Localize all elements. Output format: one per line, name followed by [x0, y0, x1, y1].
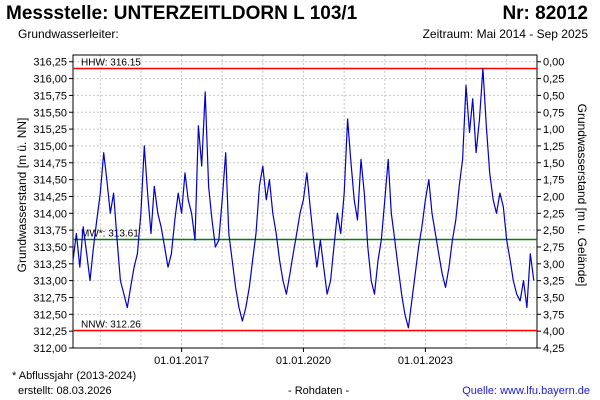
raw-data-note: - Rohdaten -	[288, 385, 350, 397]
page-title: Messstelle: UNTERZEITLDORN L 103/1	[6, 3, 358, 24]
plot-frame	[72, 54, 538, 349]
y2-tick-label: 2,75	[543, 242, 564, 254]
y-tick-label: 312,75	[33, 292, 67, 304]
y2-tick-label: 2,25	[543, 208, 564, 220]
y-axis-label: Grundwasserstand [m ü. NN]	[15, 118, 29, 273]
y2-tick-label: 3,75	[543, 309, 564, 321]
source-link[interactable]: Quelle: www.lfu.bayern.de	[462, 385, 590, 397]
y2-tick-label: 3,00	[543, 259, 564, 271]
y-tick-label: 312,00	[33, 343, 67, 355]
y2-tick-label: 3,25	[543, 276, 564, 288]
y-tick-label: 315,25	[33, 124, 67, 136]
y2-tick-label: 0,75	[543, 107, 564, 119]
created-date: erstellt: 08.03.2026	[18, 385, 112, 397]
reference-lines: HHW: 316.15 MW*: 313.61 NNW: 312.26	[73, 57, 537, 332]
y-tick-label: 313,50	[33, 242, 67, 254]
y2-axis-label: Grundwasserstand [m u. Gelände]	[575, 104, 589, 287]
y2-tick-label: 2,50	[543, 225, 564, 237]
y-tick-label: 314,50	[33, 175, 67, 187]
groundwater-level-line	[72, 67, 535, 329]
y-tick-label: 314,00	[33, 208, 67, 220]
y2-tick-label: 1,25	[543, 141, 564, 153]
y2-tick-label: 3,50	[543, 292, 564, 304]
y2-tick-label: 1,75	[543, 175, 564, 187]
y-tick-label: 314,75	[33, 158, 67, 170]
nnw-label: NNW: 312.26	[81, 319, 141, 330]
y-tick-label: 313,00	[33, 276, 67, 288]
y-tick-label: 313,25	[33, 259, 67, 271]
aquifer-label: Grundwasserleiter:	[18, 27, 119, 41]
y2-tick-label: 2,00	[543, 191, 564, 203]
y2-tick-label: 0,50	[543, 90, 564, 102]
mw-label: MW*: 313.61	[81, 229, 139, 240]
y-tick-label: 313,75	[33, 225, 67, 237]
y-tick-label: 312,25	[33, 326, 67, 338]
axes: 312,00 312,25 312,50 312,75 313,00 313,25 313,…	[33, 54, 564, 367]
y-tick-label: 316,25	[33, 57, 67, 69]
y-tick-label: 316,00	[33, 74, 67, 86]
footnote: * Abflussjahr (2013-2024)	[12, 370, 137, 382]
station-number: Nr: 82012	[502, 3, 588, 24]
y2-tick-label: 4,25	[543, 343, 564, 355]
y2-tick-label: 1,50	[543, 158, 564, 170]
y-tick-label: 315,50	[33, 107, 67, 119]
y2-tick-label: 0,25	[543, 74, 564, 86]
x-tick-label: 01.01.2020	[276, 355, 331, 367]
x-tick-label: 01.01.2023	[398, 355, 453, 367]
y2-tick-label: 4,00	[543, 326, 564, 338]
hhw-label: HHW: 316.15	[81, 57, 141, 68]
y-tick-label: 315,00	[33, 141, 67, 153]
y2-tick-label: 0,00	[543, 57, 564, 69]
y-tick-label: 312,50	[33, 309, 67, 321]
y-tick-label: 314,25	[33, 191, 67, 203]
y2-tick-label: 1,00	[543, 124, 564, 136]
period-label: Zeitraum: Mai 2014 - Sep 2025	[422, 27, 588, 41]
grid-lines	[73, 55, 537, 349]
y-tick-label: 315,75	[33, 90, 67, 102]
x-tick-label: 01.01.2017	[154, 355, 209, 367]
series-layer	[72, 67, 535, 329]
